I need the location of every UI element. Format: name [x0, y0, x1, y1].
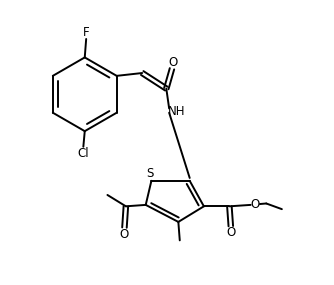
Text: O: O	[227, 226, 236, 239]
Text: S: S	[146, 167, 154, 180]
Text: NH: NH	[167, 105, 185, 118]
Text: F: F	[83, 26, 90, 39]
Text: O: O	[251, 198, 260, 211]
Text: Cl: Cl	[77, 147, 89, 160]
Text: O: O	[169, 56, 178, 69]
Text: O: O	[120, 228, 129, 241]
